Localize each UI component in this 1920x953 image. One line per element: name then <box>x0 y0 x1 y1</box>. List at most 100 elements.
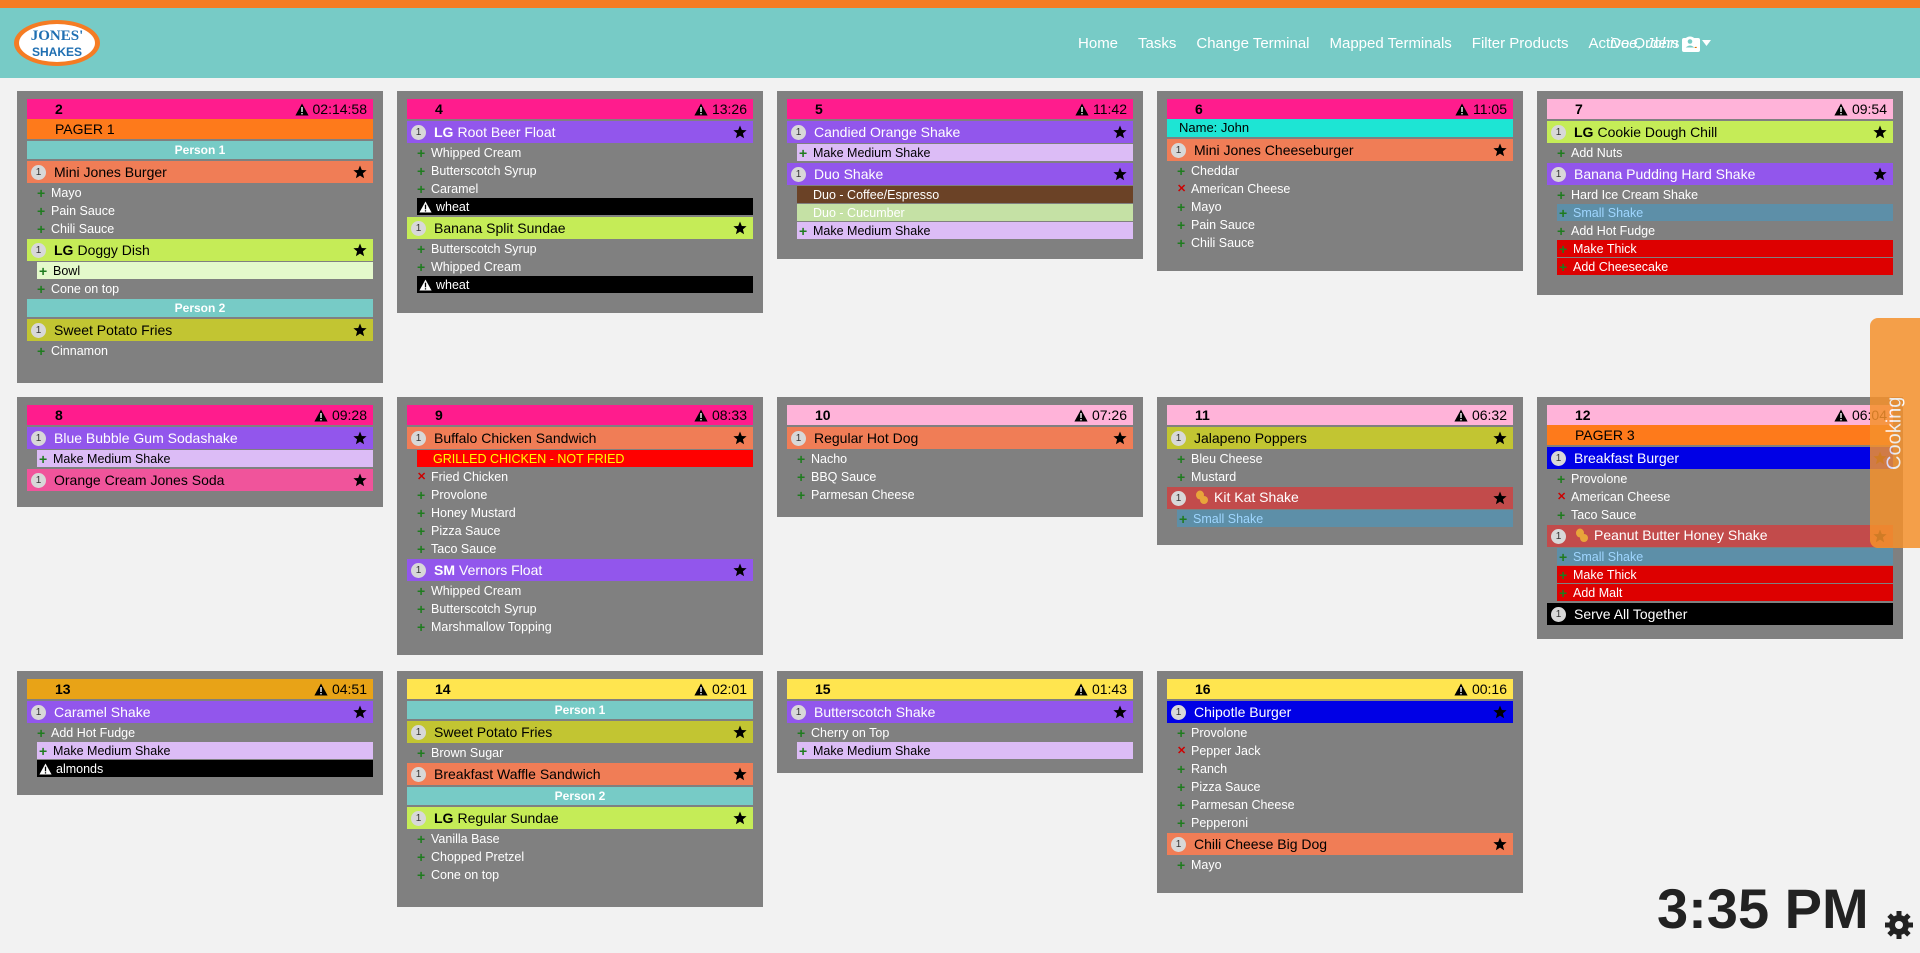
star-icon[interactable] <box>353 431 367 445</box>
item-name: Orange Cream Jones Soda <box>54 472 353 488</box>
item-quantity: 1 <box>791 166 806 182</box>
item-modifier: + Butterscotch Syrup <box>407 600 753 617</box>
item-modifier: + Butterscotch Syrup <box>407 162 753 179</box>
star-icon[interactable] <box>353 323 367 337</box>
star-icon[interactable] <box>1493 837 1507 851</box>
order-item[interactable]: 1 Blue Bubble Gum Sodashake <box>27 427 373 449</box>
order-item[interactable]: 1 Regular Hot Dog <box>787 427 1133 449</box>
star-icon[interactable] <box>1493 705 1507 719</box>
order-item[interactable]: 1 Orange Cream Jones Soda <box>27 469 373 491</box>
order-item[interactable]: 1 Candied Orange Shake <box>787 121 1133 143</box>
order-item[interactable]: 1 Duo Shake <box>787 163 1133 185</box>
nav-change-terminal[interactable]: Change Terminal <box>1196 34 1310 52</box>
star-icon[interactable] <box>733 431 747 445</box>
order-item[interactable]: 1 Buffalo Chicken Sandwich <box>407 427 753 449</box>
order-item[interactable]: 1 Sweet Potato Fries <box>27 319 373 341</box>
star-icon[interactable] <box>1493 431 1507 445</box>
star-icon[interactable] <box>1113 431 1127 445</box>
modifier-text: Marshmallow Topping <box>431 619 552 634</box>
order-item[interactable]: 1 Kit Kat Shake <box>1167 487 1513 509</box>
order-card[interactable]: 9 08:33 1 Buffalo Chicken Sandwich GRILLED C… <box>397 397 763 655</box>
order-item[interactable]: 1 LG Doggy Dish <box>27 239 373 261</box>
star-icon[interactable] <box>353 165 367 179</box>
order-item[interactable]: 1 Chili Cheese Big Dog <box>1167 833 1513 855</box>
star-icon[interactable] <box>353 243 367 257</box>
order-card[interactable]: 4 13:26 1 LG Root Beer Float + Whipped Cream + B… <box>397 91 763 313</box>
order-item[interactable]: 1 Breakfast Burger <box>1547 447 1893 469</box>
order-card[interactable]: 11 06:32 1 Jalapeno Poppers + Bleu Cheese + Mus… <box>1157 397 1523 545</box>
star-icon[interactable] <box>1113 167 1127 181</box>
cooking-tab[interactable]: Cooking <box>1870 318 1920 548</box>
order-item[interactable]: 1 Serve All Together <box>1547 603 1893 625</box>
order-item[interactable]: 1 Mini Jones Cheeseburger <box>1167 139 1513 161</box>
nav-filter-products[interactable]: Filter Products <box>1471 34 1569 52</box>
order-card[interactable]: 15 01:43 1 Butterscotch Shake + Cherry on Top… <box>777 671 1143 773</box>
order-item[interactable]: 1 LG Regular Sundae <box>407 807 753 829</box>
add-icon: + <box>417 522 426 539</box>
order-item[interactable]: 1 Breakfast Waffle Sandwich <box>407 763 753 785</box>
order-timer-value: 06:32 <box>1471 407 1507 423</box>
star-icon[interactable] <box>733 125 747 139</box>
star-icon[interactable] <box>733 725 747 739</box>
order-item[interactable]: 1 Banana Split Sundae <box>407 217 753 239</box>
order-card[interactable]: 10 07:26 1 Regular Hot Dog + Nacho + BBQ Sauce +… <box>777 397 1143 517</box>
order-item[interactable]: 1 Jalapeno Poppers <box>1167 427 1513 449</box>
order-item[interactable]: 1 LG Root Beer Float <box>407 121 753 143</box>
order-item[interactable]: 1 LG Cookie Dough Chill <box>1547 121 1893 143</box>
add-icon: + <box>1177 814 1186 831</box>
order-item[interactable]: 1 Banana Pudding Hard Shake <box>1547 163 1893 185</box>
order-card[interactable]: 6 11:05 Name: John 1 Mini Jones Cheeseburger… <box>1157 91 1523 271</box>
item-name-text: Breakfast Waffle Sandwich <box>434 766 601 782</box>
order-item[interactable]: 1 Peanut Butter Honey Shake <box>1547 525 1893 547</box>
modifier-text: Small Shake <box>1193 511 1264 526</box>
item-modifier: + Small Shake <box>1557 548 1893 565</box>
nav-home[interactable]: Home <box>1078 34 1119 52</box>
order-timer-value: 04:51 <box>331 681 367 697</box>
star-icon[interactable] <box>733 767 747 781</box>
star-icon[interactable] <box>353 473 367 487</box>
item-modifier: + Pain Sauce <box>27 202 373 219</box>
star-icon[interactable] <box>733 811 747 825</box>
add-icon: + <box>1557 144 1566 161</box>
star-icon[interactable] <box>1113 705 1127 719</box>
modifier-text: Make Medium Shake <box>53 451 171 466</box>
order-card[interactable]: 8 09:28 1 Blue Bubble Gum Sodashake + Make Me… <box>17 397 383 507</box>
item-name: Chili Cheese Big Dog <box>1194 836 1493 852</box>
star-icon[interactable] <box>733 221 747 235</box>
star-icon[interactable] <box>1873 125 1887 139</box>
star-icon[interactable] <box>1493 143 1507 157</box>
modifier-text: Cinnamon <box>51 343 108 358</box>
order-timer-value: 07:26 <box>1091 407 1127 423</box>
order-card[interactable]: 13 04:51 1 Caramel Shake + Add Hot Fudge + Make… <box>17 671 383 795</box>
jones-shakes-logo[interactable]: JONES' SHAKES <box>12 18 102 68</box>
order-card[interactable]: 16 00:16 1 Chipotle Burger + Provolone ✕ Pepper… <box>1157 671 1523 893</box>
modifier-text: Parmesan Cheese <box>1191 797 1295 812</box>
item-name-text: Duo Shake <box>814 166 884 182</box>
order-item[interactable]: 1 Butterscotch Shake <box>787 701 1133 723</box>
order-card[interactable]: 7 09:54 1 LG Cookie Dough Chill + Add Nuts 1 Ban… <box>1537 91 1903 295</box>
order-card[interactable]: 14 02:01 Person 1 1 Sweet Potato Fries + Brown… <box>397 671 763 907</box>
star-icon[interactable] <box>1493 491 1507 505</box>
order-timer: 06:32 <box>1454 407 1507 423</box>
order-item[interactable]: 1 Caramel Shake <box>27 701 373 723</box>
item-name: Regular Hot Dog <box>814 430 1113 446</box>
item-modifier: + Chopped Pretzel <box>407 848 753 865</box>
modifier-text: Pizza Sauce <box>1191 779 1261 794</box>
item-name-text: Sweet Potato Fries <box>434 724 553 740</box>
star-icon[interactable] <box>353 705 367 719</box>
star-icon[interactable] <box>733 563 747 577</box>
order-item[interactable]: 1 SM Vernors Float <box>407 559 753 581</box>
item-quantity: 1 <box>31 164 46 180</box>
nav-tasks[interactable]: Tasks <box>1138 34 1177 52</box>
settings-gear-icon[interactable] <box>1884 910 1914 940</box>
star-icon[interactable] <box>1873 167 1887 181</box>
order-card[interactable]: 2 02:14:58 PAGER 1 Person 1 1 Mini Jones Burg… <box>17 91 383 383</box>
order-item[interactable]: 1 Mini Jones Burger <box>27 161 373 183</box>
user-menu[interactable]: Doe, John <box>1610 8 1712 78</box>
order-item[interactable]: 1 Chipotle Burger <box>1167 701 1513 723</box>
order-card[interactable]: 5 11:42 1 Candied Orange Shake + Make Medium … <box>777 91 1143 259</box>
order-card[interactable]: 1206:04PAGER 3 1 Breakfast Burger + Provolon… <box>1537 397 1903 639</box>
nav-mapped-terminals[interactable]: Mapped Terminals <box>1329 34 1452 52</box>
star-icon[interactable] <box>1113 125 1127 139</box>
order-item[interactable]: 1 Sweet Potato Fries <box>407 721 753 743</box>
